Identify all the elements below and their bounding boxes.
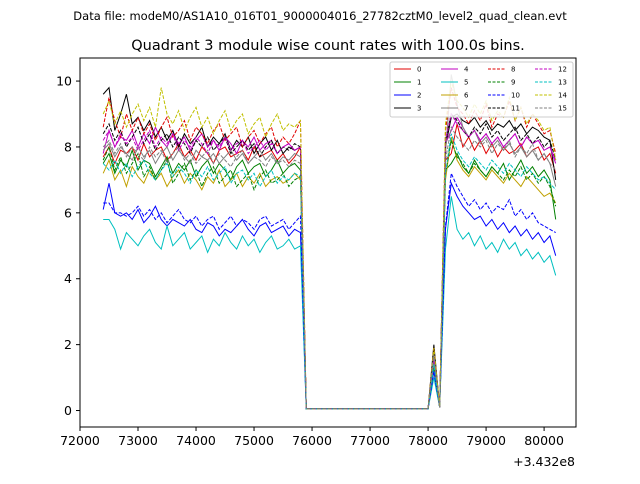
- y-tick-label: 0: [64, 403, 72, 418]
- y-tick-label: 10: [56, 74, 72, 89]
- x-tick-label: 75000: [234, 433, 274, 448]
- x-tick-label: 73000: [118, 433, 158, 448]
- legend-label-15: 15: [558, 105, 567, 113]
- x-offset-label: +3.432e8: [513, 454, 575, 469]
- legend-label-13: 13: [558, 79, 567, 87]
- legend-label-9: 9: [511, 79, 515, 87]
- legend-label-11: 11: [511, 105, 520, 113]
- legend-label-0: 0: [417, 66, 421, 74]
- legend-label-10: 10: [511, 92, 520, 100]
- y-tick-label: 8: [64, 139, 72, 154]
- legend-label-8: 8: [511, 66, 515, 74]
- chart-title: Quadrant 3 module wise count rates with …: [131, 38, 525, 54]
- legend-label-2: 2: [417, 92, 421, 100]
- axes-frame: [79, 57, 577, 428]
- axis-ticks: 72000 73000 74000 75000 76000 77000 78000 79000…: [56, 74, 564, 448]
- plot-area: [102, 74, 557, 410]
- legend-label-3: 3: [417, 105, 421, 113]
- x-tick-label: 80000: [524, 433, 564, 448]
- legend-label-5: 5: [464, 79, 468, 87]
- x-tick-label: 79000: [466, 433, 506, 448]
- y-tick-label: 6: [64, 205, 72, 220]
- series-line-15: [102, 125, 557, 410]
- x-tick-label: 74000: [176, 433, 216, 448]
- x-tick-label: 76000: [292, 433, 332, 448]
- legend-label-12: 12: [558, 66, 567, 74]
- figure-suptitle: Data file: modeM0/AS1A10_016T01_90000040…: [73, 9, 567, 23]
- legend-label-4: 4: [464, 66, 469, 74]
- y-tick-label: 2: [64, 337, 72, 352]
- legend-label-6: 6: [464, 92, 469, 100]
- x-tick-label: 78000: [408, 433, 448, 448]
- x-tick-label: 72000: [60, 433, 100, 448]
- x-tick-label: 77000: [350, 433, 390, 448]
- legend-label-7: 7: [464, 105, 468, 113]
- legend-label-14: 14: [558, 92, 567, 100]
- legend-label-1: 1: [417, 79, 421, 87]
- series-line-10: [103, 171, 556, 410]
- legend-box: [389, 61, 574, 118]
- y-tick-label: 4: [64, 271, 72, 286]
